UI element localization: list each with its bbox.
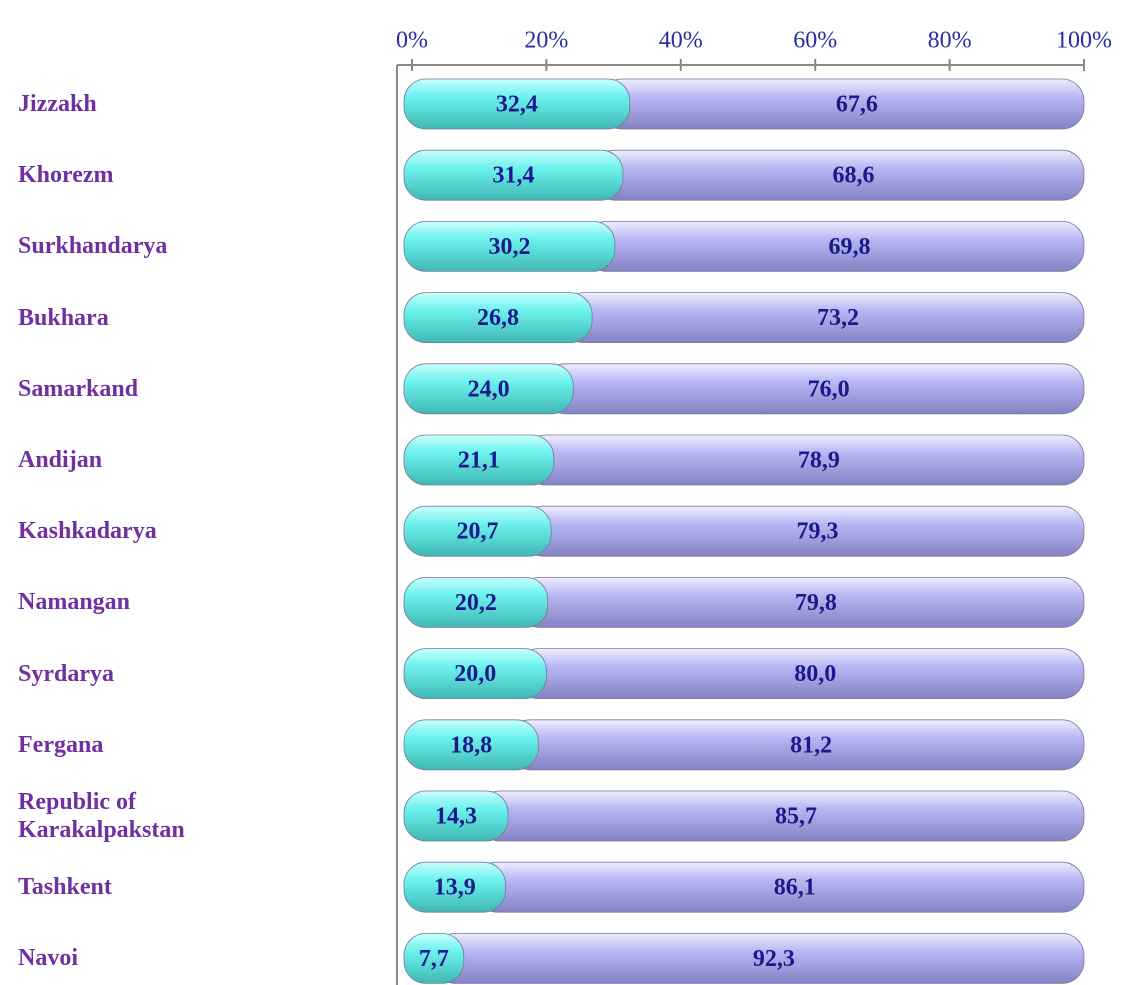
category-label: Bukhara	[18, 304, 109, 331]
value-label: 24,0	[468, 376, 510, 402]
bar-segment	[403, 149, 624, 201]
bar-segment	[403, 719, 539, 771]
value-label: 92,3	[753, 946, 795, 972]
value-label: 81,2	[790, 732, 832, 758]
value-label: 31,4	[493, 163, 535, 189]
category-label: Surkhandarya	[18, 233, 168, 260]
bar-segment	[403, 933, 465, 984]
value-label: 18,8	[450, 732, 492, 758]
category-label: Andijan	[18, 447, 103, 473]
value-label: 20,7	[457, 519, 499, 545]
value-label: 30,2	[488, 234, 530, 260]
x-tick-label: 40%	[659, 28, 703, 54]
value-label: 32,4	[496, 92, 538, 118]
bar-segment	[403, 861, 506, 913]
x-tick-label: 100%	[1056, 28, 1112, 54]
bar-segment	[403, 78, 631, 130]
bar-segment	[403, 363, 574, 415]
category-label: Jizzakh	[18, 91, 97, 117]
category-label: Samarkand	[18, 375, 139, 402]
category-label: Kashkadarya	[18, 518, 157, 545]
category-label: Syrdarya	[18, 660, 114, 687]
value-label: 86,1	[774, 875, 816, 901]
value-label: 68,6	[833, 163, 875, 189]
category-label: Khorezm	[18, 162, 114, 189]
value-label: 78,9	[798, 448, 840, 474]
x-tick-label: 20%	[524, 28, 568, 54]
bar-segment	[403, 434, 555, 486]
category-label: Navoi	[18, 945, 78, 972]
bar-segment	[403, 790, 509, 842]
category-label: Namangan	[18, 589, 131, 616]
category-label: Tashkent	[18, 874, 112, 901]
value-label: 79,8	[795, 590, 837, 616]
x-tick-label: 60%	[793, 28, 837, 54]
category-label: Fergana	[18, 731, 104, 758]
x-tick-label: 80%	[928, 28, 972, 54]
category-label: Republic of Karakalpakstan	[18, 789, 185, 843]
value-label: 79,3	[797, 519, 839, 545]
value-label: 7,7	[419, 946, 449, 972]
x-tick-label: 0%	[396, 28, 428, 54]
bar-segment	[403, 505, 552, 557]
bar-segment	[403, 648, 547, 699]
value-label: 13,9	[434, 875, 476, 901]
value-label: 14,3	[435, 804, 477, 830]
value-label: 76,0	[808, 376, 850, 402]
value-label: 20,2	[455, 590, 497, 616]
value-label: 80,0	[794, 661, 836, 687]
value-label: 69,8	[828, 234, 870, 260]
value-label: 73,2	[817, 305, 859, 331]
bar-segment	[403, 220, 616, 272]
bar-segment	[403, 577, 549, 628]
value-label: 85,7	[775, 804, 817, 830]
value-label: 67,6	[836, 92, 878, 118]
value-label: 20,0	[454, 661, 496, 687]
bar-segment	[403, 292, 593, 344]
value-label: 26,8	[477, 305, 519, 331]
value-label: 21,1	[458, 448, 500, 474]
